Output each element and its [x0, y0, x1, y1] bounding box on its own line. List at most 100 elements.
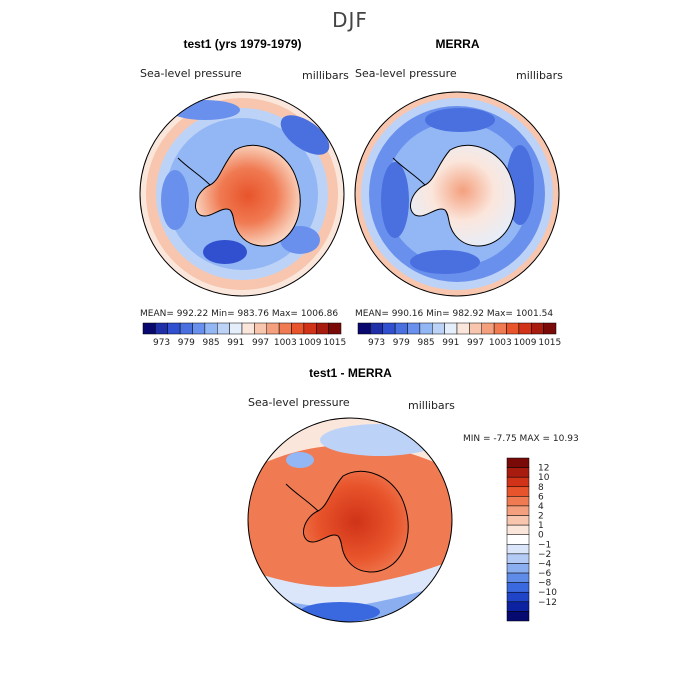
colorbar-tick-label: 8 [538, 483, 544, 493]
colorbar-tick-label: 12 [538, 464, 549, 474]
panel3-units: millibars [408, 399, 455, 412]
colorbar-swatch [506, 611, 530, 622]
colorbar-swatch [229, 322, 243, 335]
colorbar-tick-label: 1 [538, 521, 544, 531]
colorbar-tick-label: 4 [538, 502, 544, 512]
figure-title: DJF [332, 8, 368, 32]
colorbar-swatch [204, 322, 218, 335]
panel2-units: millibars [516, 69, 563, 82]
panel1-title: test1 (yrs 1979-1979) [183, 37, 302, 51]
colorbar-swatch [506, 601, 530, 612]
colorbar-swatch [254, 322, 267, 335]
colorbar-tick-label: −12 [538, 598, 557, 608]
colorbar-swatch [167, 322, 181, 335]
colorbar-swatch [316, 322, 329, 335]
colorbar-swatch [278, 322, 292, 335]
colorbar-tick-label: 973 [153, 338, 170, 348]
colorbar-tick-label: 979 [393, 338, 410, 348]
colorbar-tick-label: 1009 [514, 338, 537, 348]
panel2-colorbar: 973 979 985 991 997 1003 1009 1015 [357, 322, 561, 348]
panel3-title: test1 - MERRA [309, 366, 392, 380]
colorbar-tick-label: 1003 [489, 338, 512, 348]
colorbar-swatch [506, 534, 530, 545]
colorbar-tick-label: 997 [252, 338, 269, 348]
colorbar-swatch [179, 322, 193, 335]
colorbar-swatch [155, 322, 168, 335]
panel3-map [248, 418, 452, 622]
panel1-colorbar: 973 979 985 991 997 1003 1009 1015 [142, 322, 346, 348]
colorbar-tick-label: 1015 [538, 338, 561, 348]
colorbar-swatch [506, 515, 530, 526]
colorbar-swatch [142, 322, 156, 335]
colorbar-tick-label: 979 [178, 338, 195, 348]
panel1-map [140, 92, 344, 296]
colorbar-swatch [506, 505, 530, 516]
colorbar-tick-label: 1003 [274, 338, 297, 348]
colorbar-swatch [506, 563, 530, 574]
colorbar-swatch [394, 322, 408, 335]
colorbar-swatch [531, 322, 544, 335]
colorbar-tick-label: −8 [538, 579, 552, 589]
colorbar-swatch [357, 322, 371, 335]
colorbar-swatch [506, 476, 530, 488]
colorbar-tick-label: 2 [538, 512, 544, 522]
panel1-map-border [139, 91, 345, 297]
colorbar-swatch [407, 322, 421, 335]
colorbar-tick-label: −6 [538, 569, 552, 579]
panel3-map-border [247, 417, 453, 623]
colorbar-swatch [481, 322, 495, 335]
colorbar-swatch [506, 457, 530, 468]
colorbar-swatch [456, 322, 470, 335]
colorbar-swatch [506, 572, 530, 583]
colorbar-swatch [506, 524, 530, 535]
colorbar-tick-label: 997 [467, 338, 484, 348]
panel2-map-border [354, 91, 560, 297]
panel1-field-label: Sea-level pressure [140, 67, 242, 80]
colorbar-tick-label: 973 [368, 338, 385, 348]
colorbar-tick-label: 991 [442, 338, 459, 348]
colorbar-swatch [518, 322, 532, 335]
colorbar-swatch [419, 322, 433, 335]
colorbar-swatch [506, 467, 530, 478]
panel2-title: MERRA [435, 37, 480, 51]
colorbar-tick-label: 10 [538, 473, 550, 483]
panel1-stats: MEAN= 992.22 Min= 983.76 Max= 1006.86 [140, 309, 338, 319]
colorbar-swatch [506, 553, 530, 564]
colorbar-tick-label: 985 [202, 338, 219, 348]
colorbar-tick-label: −10 [538, 588, 557, 598]
colorbar-tick-label: −2 [538, 550, 551, 560]
colorbar-swatch [370, 322, 383, 335]
colorbar-tick-label: −4 [538, 559, 552, 569]
panel1-units: millibars [302, 69, 349, 82]
colorbar-swatch [444, 322, 458, 335]
colorbar-tick-label: 985 [417, 338, 434, 348]
colorbar-swatch [493, 322, 507, 335]
colorbar-tick-label: 1015 [323, 338, 346, 348]
colorbar-swatch [241, 322, 255, 335]
colorbar-swatch [382, 322, 396, 335]
colorbar-swatch [506, 582, 530, 593]
colorbar-swatch [469, 322, 482, 335]
panel2-field-label: Sea-level pressure [355, 67, 457, 80]
colorbar-swatch [303, 322, 317, 335]
colorbar-tick-label: 1009 [299, 338, 322, 348]
colorbar-swatch [506, 322, 520, 335]
colorbar-swatch [217, 322, 230, 335]
colorbar-swatch [543, 322, 557, 335]
panel2-map [355, 92, 559, 296]
colorbar-swatch [432, 322, 445, 335]
colorbar-tick-label: 991 [227, 338, 244, 348]
colorbar-tick-label: 6 [538, 492, 544, 502]
colorbar-tick-label: 0 [538, 531, 544, 541]
panel3-stats: MIN = -7.75 MAX = 10.93 [463, 434, 579, 444]
colorbar-swatch [506, 496, 530, 507]
panel3-field-label: Sea-level pressure [248, 396, 350, 409]
colorbar-swatch [192, 322, 206, 335]
colorbar-swatch [506, 486, 530, 497]
colorbar-swatch [328, 322, 342, 335]
colorbar-tick-label: −1 [538, 540, 551, 550]
colorbar-swatch [506, 544, 530, 555]
colorbar-swatch [506, 591, 530, 603]
colorbar-swatch [266, 322, 280, 335]
